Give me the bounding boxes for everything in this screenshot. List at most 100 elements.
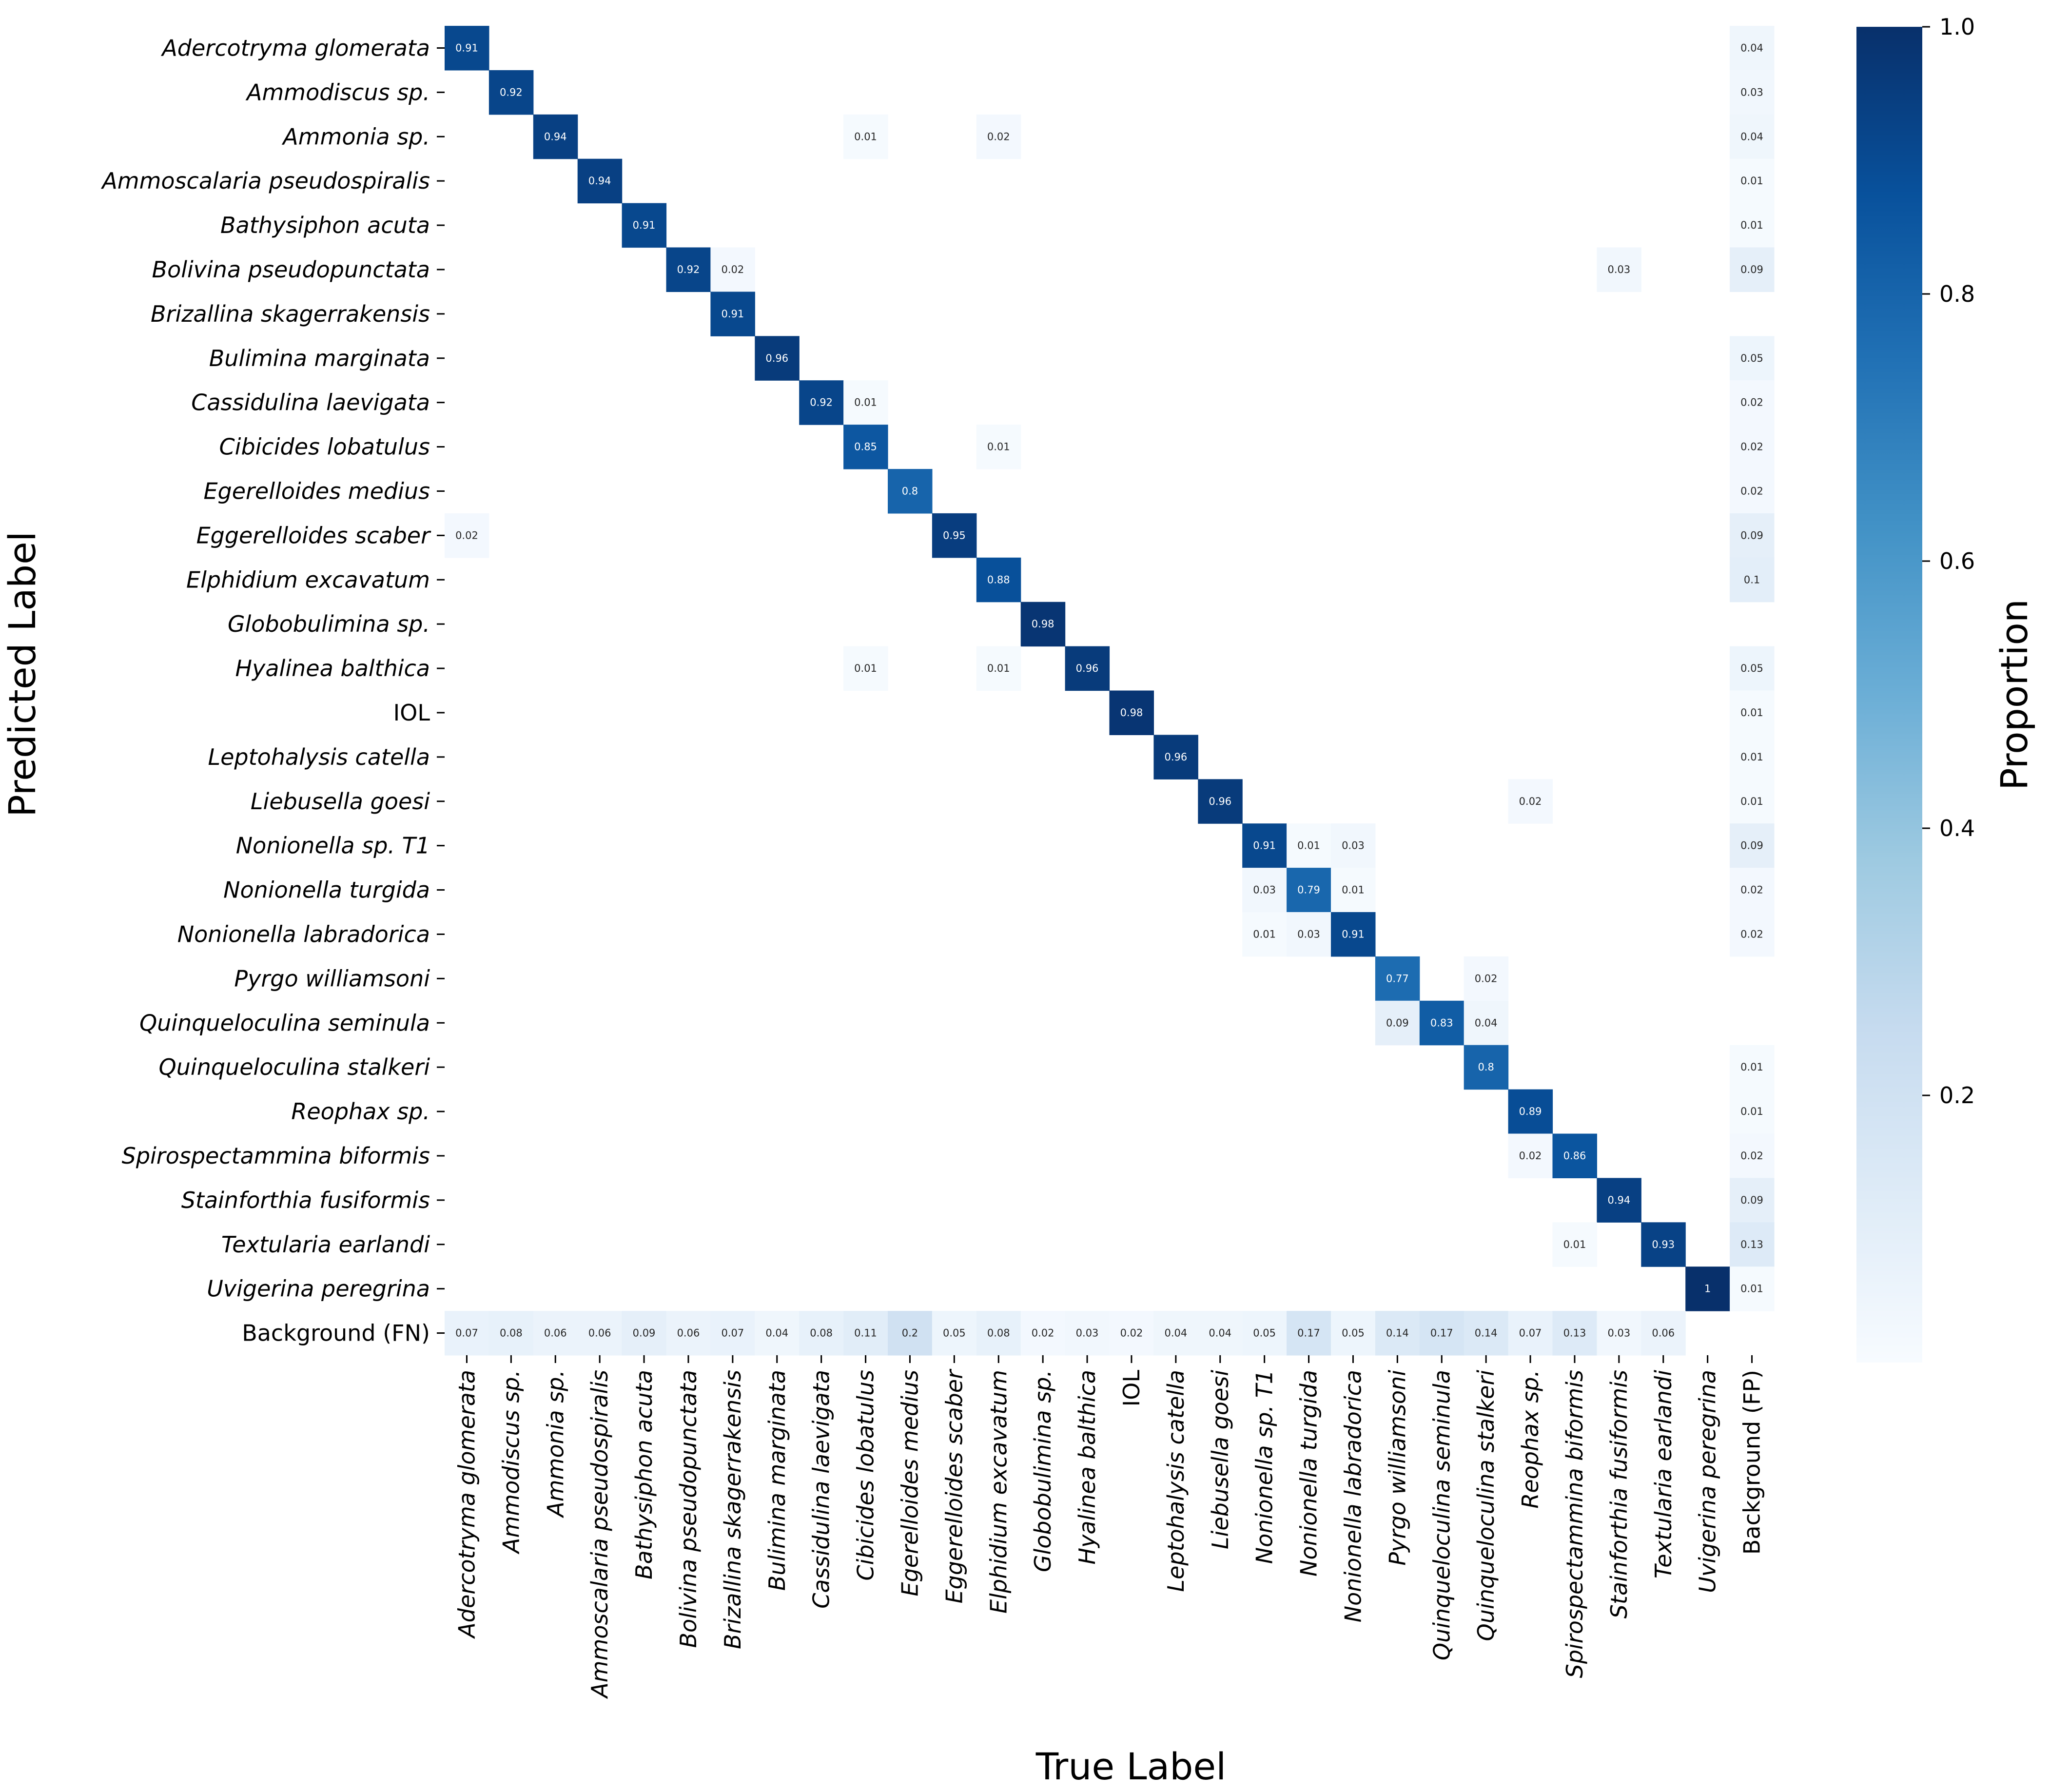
y-tick-label: Pyrgo williamsoni <box>234 965 430 992</box>
heatmap-cell <box>1331 1311 1376 1356</box>
heatmap-cell <box>1242 912 1287 957</box>
heatmap-cell <box>843 646 888 691</box>
cell-value-label: 0.13 <box>1740 1239 1763 1250</box>
heatmap-cell <box>1597 1178 1641 1223</box>
heatmap-cell <box>1375 1311 1420 1356</box>
cell-value-label: 0.98 <box>1120 707 1143 719</box>
y-tick-label: Ammonia sp. <box>281 123 430 150</box>
heatmap-cell <box>1730 646 1775 691</box>
heatmap-cell <box>1464 1311 1509 1356</box>
cell-value-label: 0.05 <box>1253 1327 1276 1339</box>
heatmap-cell <box>1242 868 1287 913</box>
cell-value-label: 0.04 <box>765 1327 788 1339</box>
x-tick-label: Nonionella labradorica <box>1340 1370 1366 1622</box>
y-axis-title: Predicted Label <box>0 531 44 817</box>
heatmap-cell <box>1730 735 1775 779</box>
cell-value-label: 0.98 <box>1032 618 1054 630</box>
colorbar-tick-label: 0.2 <box>1939 1082 1975 1109</box>
heatmap-cell <box>1597 247 1641 292</box>
heatmap-cell <box>1730 513 1775 558</box>
cell-value-label: 0.05 <box>943 1327 966 1339</box>
heatmap-cell <box>488 70 534 115</box>
cell-value-label: 0.91 <box>1342 928 1365 940</box>
heatmap-cell <box>710 247 755 292</box>
cell-value-label: 0.02 <box>721 264 744 275</box>
x-tick-label: Adercotryma glomerata <box>453 1370 480 1639</box>
x-tick-label: Ammoscalaria pseudospiralis <box>586 1370 613 1699</box>
heatmap-cell <box>1153 1311 1198 1356</box>
heatmap-cell <box>843 425 888 469</box>
y-tick-label: Background (FN) <box>242 1320 430 1346</box>
cell-value-label: 0.02 <box>987 131 1010 142</box>
heatmap-cell <box>666 247 711 292</box>
cell-value-label: 0.06 <box>1652 1327 1675 1339</box>
heatmap-cell <box>1730 203 1775 248</box>
y-tick-label: Bathysiphon acuta <box>220 212 430 238</box>
cell-value-label: 0.91 <box>455 42 478 54</box>
y-tick-label: Bulimina marginata <box>209 345 430 371</box>
heatmap-cell <box>1419 1311 1464 1356</box>
heatmap-cell <box>1730 336 1775 381</box>
y-tick-label: Stainforthia fusiformis <box>181 1187 430 1213</box>
cell-value-label: 0.04 <box>1740 131 1763 142</box>
cell-value-label: 0.01 <box>1740 1106 1763 1117</box>
cell-value-label: 0.02 <box>1740 441 1763 453</box>
cell-value-label: 0.03 <box>1297 928 1320 940</box>
colorbar-label: Proportion <box>1992 599 2036 790</box>
x-tick-label: Elphidium excavatum <box>985 1370 1012 1614</box>
x-tick-label: Hyalinea balthica <box>1074 1370 1100 1564</box>
cell-value-label: 0.03 <box>1607 264 1630 275</box>
heatmap-cell <box>1730 690 1775 735</box>
heatmap-cell <box>1730 779 1775 824</box>
x-tick-label: Cassidulina laevigata <box>808 1370 835 1609</box>
x-tick-label: Reophax sp. <box>1517 1370 1543 1509</box>
y-axis-ticks: Adercotryma glomerata Ammodiscus sp. Ammon… <box>100 35 445 1346</box>
x-tick-label: Liebusella goesi <box>1207 1370 1233 1549</box>
y-tick-label: Textularia earlandi <box>221 1231 430 1258</box>
heatmap-cell <box>1065 1311 1110 1356</box>
heatmap-cell <box>1331 912 1376 957</box>
x-tick-label: Background (FP) <box>1739 1370 1765 1555</box>
cell-value-label: 0.2 <box>902 1327 918 1339</box>
heatmap-cell <box>1153 735 1198 779</box>
y-tick-label: Eggerelloides scaber <box>196 522 431 548</box>
cell-value-label: 0.01 <box>1253 928 1276 940</box>
y-tick-label: Elphidium excavatum <box>186 566 430 593</box>
cell-value-label: 0.79 <box>1297 884 1320 896</box>
x-tick-label: Spirospectammina biformis <box>1562 1370 1588 1678</box>
heatmap-cell <box>888 1311 933 1356</box>
cell-value-label: 0.8 <box>1478 1061 1494 1073</box>
cell-value-label: 0.09 <box>1740 1194 1763 1206</box>
x-tick-label: Egerelloides medius <box>897 1370 923 1597</box>
cell-value-label: 0.14 <box>1475 1327 1498 1339</box>
y-tick-label: Nonionella sp. T1 <box>236 833 430 859</box>
cell-value-label: 0.04 <box>1164 1327 1187 1339</box>
heatmap-cell <box>1730 469 1775 514</box>
x-axis-ticks: Adercotryma glomerata Ammodiscus sp. Ammon… <box>453 1355 1765 1699</box>
x-tick-label: Ammonia sp. <box>542 1370 568 1519</box>
heatmap-cell <box>1730 425 1775 469</box>
heatmap-cell <box>533 114 578 159</box>
cell-value-label: 0.02 <box>1740 1150 1763 1162</box>
cell-value-label: 0.01 <box>1740 751 1763 763</box>
cell-value-label: 0.02 <box>1740 397 1763 409</box>
cell-value-label: 0.05 <box>1740 662 1763 674</box>
y-tick-label: Globobulimina sp. <box>228 611 430 637</box>
heatmap-cell <box>488 1311 534 1356</box>
heatmap-cell <box>1730 26 1775 71</box>
cell-value-label: 0.09 <box>633 1327 656 1339</box>
heatmap-cell <box>755 336 800 381</box>
y-tick-label: Hyalinea balthica <box>235 655 430 682</box>
x-tick-label: Bulimina marginata <box>764 1370 790 1591</box>
x-tick-label: IOL <box>1118 1370 1145 1407</box>
heatmap-cell <box>1552 1133 1597 1178</box>
heatmap-cell <box>1419 1000 1464 1046</box>
cell-value-label: 0.96 <box>1076 662 1099 674</box>
heatmap-cell-labels: 0.91 0.04 0.92 0.03 0.94 0.01 0.02 0.04 0.94 0.01… <box>455 42 1763 1339</box>
y-tick-label: Cassidulina laevigata <box>191 390 430 416</box>
heatmap-cell <box>1287 868 1331 913</box>
x-axis-title: True Label <box>1035 1745 1227 1788</box>
heatmap-cell <box>1730 1266 1775 1311</box>
heatmap-cell <box>710 1311 755 1356</box>
heatmap-cell <box>1730 158 1775 204</box>
